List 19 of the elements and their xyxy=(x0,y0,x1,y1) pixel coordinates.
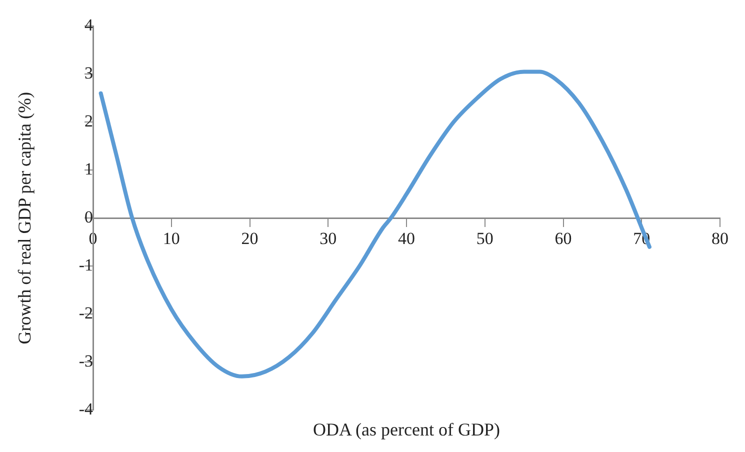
y-tick-label: 2 xyxy=(84,112,93,131)
x-tick-label: 30 xyxy=(320,228,337,248)
x-tick-label: 10 xyxy=(162,228,180,248)
y-tick-label: -4 xyxy=(78,399,94,418)
x-tick-label: 60 xyxy=(554,228,572,248)
y-tick-label: 4 xyxy=(84,16,94,35)
y-tick-label: 1 xyxy=(84,160,93,179)
y-tick-label: -1 xyxy=(78,256,93,275)
x-tick-label: 80 xyxy=(712,228,728,248)
x-axis-title: ODA (as percent of GDP) xyxy=(313,420,500,440)
x-tick-label: 40 xyxy=(398,228,415,248)
y-axis-title: Growth of real GDP per capita (%) xyxy=(14,92,35,344)
x-tick-label: 20 xyxy=(241,228,258,248)
y-tick-label: 0 xyxy=(84,208,93,227)
y-tick-label: -2 xyxy=(78,304,93,323)
y-tick-label: 3 xyxy=(84,64,93,83)
x-tick-label: 50 xyxy=(476,228,494,248)
y-tick-label: -3 xyxy=(78,351,93,370)
line-series xyxy=(98,70,652,378)
